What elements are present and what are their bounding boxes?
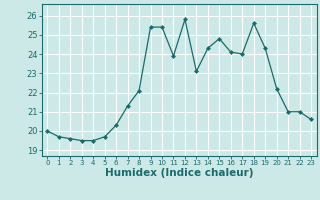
X-axis label: Humidex (Indice chaleur): Humidex (Indice chaleur) (105, 168, 253, 178)
